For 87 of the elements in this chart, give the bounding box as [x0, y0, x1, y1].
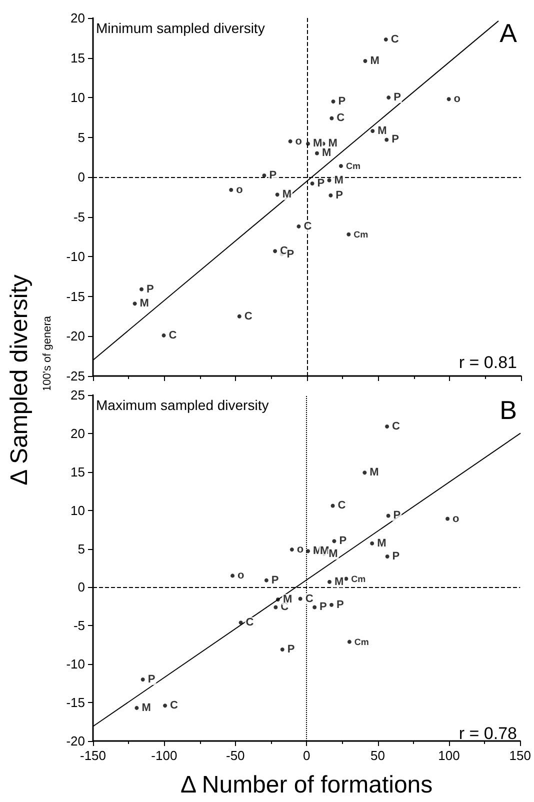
series-label: o — [454, 93, 461, 106]
text: P — [286, 248, 294, 260]
text: C — [280, 245, 288, 258]
text: M — [370, 54, 380, 67]
text: P — [148, 673, 156, 686]
x-tick-label: 50 — [370, 748, 386, 763]
text: M — [334, 576, 344, 588]
x-tick-label: -50 — [226, 748, 245, 763]
text: C — [170, 700, 178, 712]
x-tick-label: -150 — [80, 748, 106, 763]
text: C — [304, 220, 312, 232]
text: P — [392, 550, 400, 562]
y-tick-label: 15 — [70, 50, 85, 66]
series-label: Cm — [346, 160, 360, 171]
text: C — [246, 616, 254, 629]
y-tick-label: -5 — [73, 209, 85, 224]
y-tick-label: 10 — [70, 90, 85, 106]
series-label: C — [390, 33, 399, 46]
text: C — [305, 592, 314, 605]
text: C — [168, 329, 177, 342]
text: P — [336, 598, 344, 611]
y-tick-label: 5 — [78, 130, 85, 145]
text: M — [140, 298, 149, 310]
y-tick-label: 0 — [78, 170, 85, 185]
y-tick-label: -15 — [66, 695, 85, 710]
series-label: P — [338, 96, 346, 108]
text: o — [236, 184, 243, 196]
y-tick-label: 25 — [70, 388, 85, 402]
text: o — [295, 135, 302, 148]
text: M — [377, 537, 386, 550]
text: P — [339, 535, 347, 548]
y-tick-label: -5 — [73, 618, 85, 634]
annotation: Maximum sampled diversity — [96, 397, 269, 413]
text: P — [271, 574, 279, 586]
text: M — [282, 594, 292, 606]
y-tick-label: -25 — [66, 368, 85, 384]
y-tick-label: 15 — [70, 464, 85, 480]
text: P — [320, 601, 327, 614]
text: M — [282, 188, 292, 201]
x-tick-label: 0 — [302, 748, 310, 763]
annotation: A — [500, 18, 518, 48]
annotation: Minimum sampled diversity — [96, 20, 265, 36]
text: P — [394, 92, 401, 104]
text: M — [320, 545, 330, 558]
text: P — [392, 134, 399, 146]
text: C — [244, 310, 252, 322]
series-label: Cm — [351, 574, 366, 584]
series-label: M — [313, 545, 322, 558]
text: M — [328, 548, 338, 560]
annotation: r = 0.78 — [458, 724, 518, 743]
text: M — [334, 174, 344, 186]
text: M — [378, 124, 387, 137]
y-tick-label: -20 — [66, 734, 85, 748]
text: P — [317, 177, 325, 190]
text: Cm — [354, 636, 369, 647]
y-axis-title: Δ Sampled diversity — [6, 274, 34, 488]
y-tick-label: 5 — [78, 541, 85, 556]
y-tick-label: -10 — [66, 249, 85, 264]
y-tick-label: 0 — [78, 580, 85, 595]
y-tick-label: -10 — [66, 656, 85, 672]
text: o — [296, 544, 304, 556]
text: P — [269, 170, 277, 182]
y-tick-label: -15 — [66, 288, 85, 304]
x-tick-label: -100 — [151, 748, 178, 763]
series-label: C — [392, 420, 400, 433]
text: o — [238, 570, 244, 582]
series-label: P — [393, 510, 401, 522]
text: P — [336, 189, 344, 202]
text: P — [287, 644, 295, 656]
y-tick-label: -20 — [66, 328, 85, 344]
annotation: B — [500, 395, 517, 425]
text: C — [336, 112, 345, 124]
text: M — [322, 147, 332, 160]
text: P — [146, 283, 154, 296]
y-tick-label: 20 — [70, 10, 85, 26]
text: C — [338, 500, 346, 512]
annotation: r = 0.81 — [458, 353, 518, 372]
x-tick-label: 100 — [438, 748, 460, 763]
y-tick-label: 20 — [70, 426, 85, 441]
x-tick-label: 150 — [509, 748, 532, 763]
y-tick-label: 10 — [70, 502, 85, 518]
x-axis-title: Δ Number of formations — [180, 772, 433, 798]
text: M — [370, 466, 379, 479]
series-label: M — [313, 138, 322, 150]
series-label: o — [452, 512, 460, 525]
text: M — [142, 702, 151, 714]
text: Cm — [354, 229, 368, 240]
